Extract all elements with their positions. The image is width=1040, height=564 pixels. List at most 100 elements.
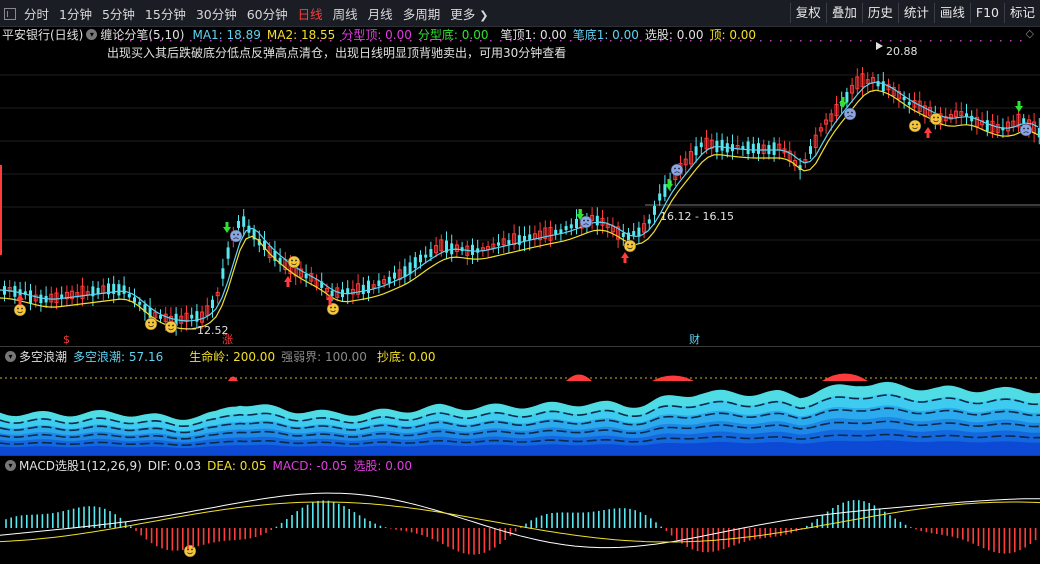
- top-dot: [900, 40, 902, 42]
- f10-button[interactable]: F10: [969, 3, 1004, 23]
- candle-body: [637, 227, 641, 237]
- buy-arrow-icon: [326, 294, 334, 305]
- range-label: 16.12 - 16.15: [660, 210, 734, 223]
- top-dot: [530, 40, 532, 42]
- period-tab-monthly[interactable]: 月线: [367, 7, 393, 22]
- candle-body: [569, 224, 573, 229]
- candle-body: [528, 234, 532, 241]
- period-tab-multi[interactable]: 多周期: [402, 7, 441, 22]
- macd-settings-icon[interactable]: ▾: [5, 460, 16, 471]
- top-dot: [490, 40, 492, 42]
- top-dot: [830, 40, 832, 42]
- candle-body: [891, 86, 896, 97]
- top-dot: [970, 40, 972, 42]
- candle-body: [439, 239, 444, 252]
- macd-select-value: 选股: 0.00: [353, 459, 412, 473]
- top-dot: [1010, 40, 1012, 42]
- zhang-marker: 涨: [222, 333, 233, 346]
- period-tab-daily[interactable]: 日线: [297, 7, 323, 22]
- candle-body: [954, 110, 959, 118]
- period-tab-5min[interactable]: 5分钟: [101, 7, 135, 22]
- history-button[interactable]: 历史: [861, 3, 898, 23]
- top-dot: [300, 40, 302, 42]
- restore-rights-button[interactable]: 复权: [789, 3, 826, 23]
- period-tab-1min[interactable]: 1分钟: [59, 7, 92, 22]
- candle-body: [298, 268, 303, 278]
- top-dot: [800, 40, 802, 42]
- buy-arrow-icon: [284, 276, 292, 287]
- candle-body: [881, 81, 885, 92]
- top-dot: [170, 40, 172, 42]
- top-dot: [500, 40, 502, 42]
- top-dot: [310, 40, 312, 42]
- period-tab-60min[interactable]: 60分钟: [246, 7, 288, 22]
- top-dot: [950, 40, 952, 42]
- candle-body: [39, 294, 43, 304]
- candle-body: [96, 287, 100, 295]
- window-restore-icon[interactable]: [4, 7, 16, 20]
- candle-body: [252, 229, 256, 240]
- macd-panel-header: ▾ MACD选股1(12,26,9) DIF: 0.03 DEA: 0.05 M…: [2, 457, 412, 474]
- more-menu-button[interactable]: 更多 ❯: [450, 4, 488, 23]
- top-dot: [250, 40, 252, 42]
- candle-body: [813, 134, 818, 149]
- top-dot: [720, 40, 722, 42]
- candle-body: [387, 276, 391, 284]
- period-toolbar: 分时 1分钟 5分钟 15分钟 30分钟 60分钟 日线 周线 月线 多周期 更…: [0, 0, 1040, 27]
- period-tab-fenshi[interactable]: 分时: [24, 7, 50, 22]
- high-price-label: 20.88: [886, 45, 918, 58]
- buy-smiley-icon: [326, 302, 340, 316]
- top-dot: [230, 40, 232, 42]
- candle-body: [211, 299, 214, 308]
- candle-body: [195, 311, 199, 322]
- top-dot: [200, 40, 202, 42]
- smiley-eye: [674, 167, 676, 170]
- smiley-eye: [17, 307, 19, 310]
- ma2-value: MA2: 18.55: [266, 27, 336, 42]
- fenxing-bottom-value: 分型底: 0.00: [417, 28, 489, 42]
- indicator-name[interactable]: 缠论分笔(5,10): [100, 28, 185, 42]
- smiley-eye: [233, 233, 235, 236]
- buy-smiley-icon: [13, 303, 27, 317]
- period-tab-15min[interactable]: 15分钟: [144, 7, 186, 22]
- top-dot: [1000, 40, 1002, 42]
- moving-average-lines: [0, 81, 1039, 330]
- period-tab-30min[interactable]: 30分钟: [195, 7, 237, 22]
- panel-divider-2: [0, 455, 1040, 456]
- diamond-icon[interactable]: ◇: [1025, 27, 1034, 40]
- buy-smiley-icon: [287, 255, 301, 269]
- top-dot: [920, 40, 922, 42]
- candle-body: [507, 240, 511, 245]
- candle-body: [761, 144, 766, 155]
- more-label: 更多: [450, 7, 476, 22]
- candle-body: [445, 240, 448, 253]
- mark-button[interactable]: 标记: [1003, 3, 1040, 23]
- draw-line-button[interactable]: 画线: [933, 3, 970, 23]
- top-dot: [570, 40, 572, 42]
- top-dot: [350, 40, 352, 42]
- smiley-face: [670, 163, 684, 177]
- candle-body: [959, 111, 964, 117]
- candle-body: [902, 96, 906, 101]
- dollar-marker: $: [63, 333, 70, 346]
- candle-body: [694, 146, 698, 156]
- stock-title[interactable]: 平安银行(日线): [2, 28, 84, 42]
- candle-body: [408, 262, 412, 275]
- macd-title[interactable]: MACD选股1(12,26,9): [19, 459, 142, 473]
- bottom-buy-value: 抄底: 0.00: [376, 350, 436, 364]
- candle-body: [33, 294, 38, 302]
- wave-title[interactable]: 多空浪潮: [19, 350, 68, 364]
- wave-settings-icon[interactable]: ▾: [5, 351, 16, 362]
- candle-body: [346, 288, 350, 295]
- statistics-button[interactable]: 统计: [897, 3, 934, 23]
- top-dot: [980, 40, 982, 42]
- overlay-button[interactable]: 叠加: [825, 3, 862, 23]
- period-tab-weekly[interactable]: 周线: [332, 7, 358, 22]
- candle-body: [809, 146, 812, 154]
- candle-body: [80, 285, 85, 299]
- smiley-mouth: [933, 120, 939, 123]
- smiley-eye: [148, 321, 150, 324]
- candle-body: [798, 165, 802, 171]
- indicator-settings-icon[interactable]: ▾: [86, 29, 98, 40]
